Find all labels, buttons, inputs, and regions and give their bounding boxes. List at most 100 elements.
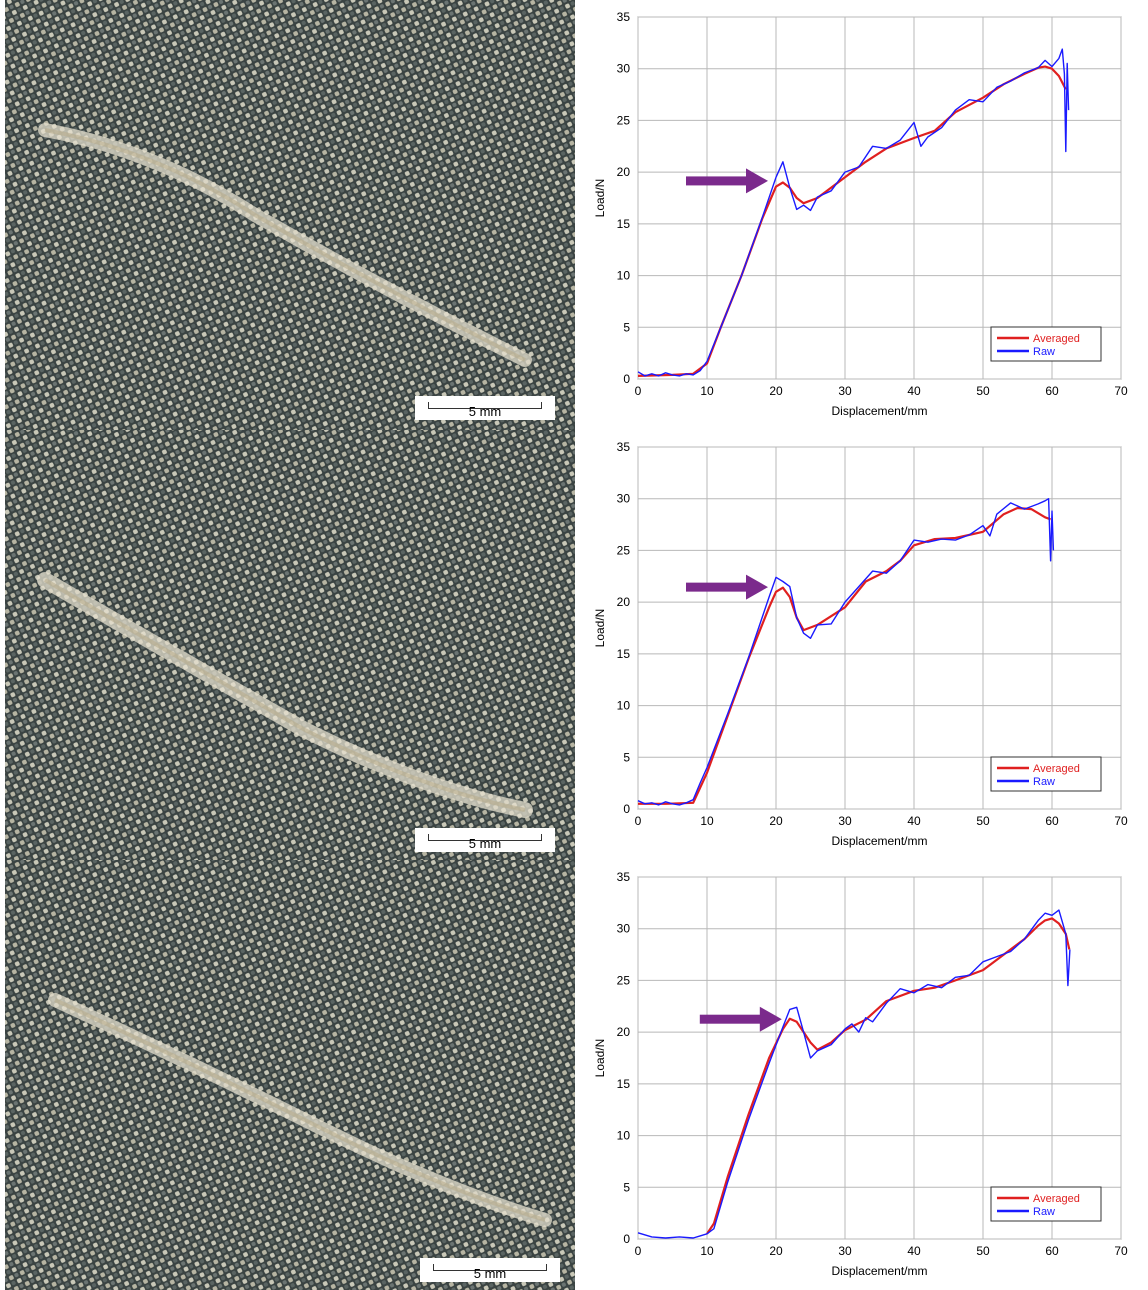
y-tick-label: 30 [617, 62, 631, 76]
legend-label-raw: Raw [1033, 346, 1055, 358]
x-tick-label: 40 [907, 384, 921, 398]
y-tick-label: 35 [617, 440, 631, 454]
x-tick-label: 50 [976, 1244, 990, 1258]
annotation-arrow [699, 1006, 782, 1032]
x-tick-label: 30 [838, 814, 852, 828]
y-tick-label: 0 [623, 802, 630, 816]
scale-bar: 5 mm [415, 828, 555, 852]
y-tick-label: 5 [623, 750, 630, 764]
y-tick-label: 20 [617, 1025, 631, 1039]
annotation-arrow [686, 168, 768, 194]
arrow-head [759, 1006, 782, 1032]
x-tick-label: 70 [1114, 1244, 1128, 1258]
x-tick-label: 60 [1045, 384, 1059, 398]
fabric-photo-3: 5 mm [5, 860, 575, 1290]
x-tick-label: 60 [1045, 814, 1059, 828]
x-tick-label: 50 [976, 384, 990, 398]
series-line-raw [637, 909, 1071, 1239]
x-axis-label: Displacement/mm [831, 1264, 927, 1278]
fabric-photo-1: 5 mm [5, 0, 575, 430]
y-tick-label: 0 [623, 1232, 630, 1246]
x-tick-label: 10 [700, 384, 714, 398]
woven-fabric-image [5, 430, 575, 860]
legend-label-raw: Raw [1033, 776, 1055, 788]
y-tick-label: 0 [623, 372, 630, 386]
x-axis-label: Displacement/mm [831, 404, 927, 418]
load-displacement-chart-1: 0 10 20 30 40 50 60 70 0 5 10 15 20 25 30 35 Displacemen… [593, 10, 1128, 418]
scale-bar-label: 5 mm [468, 404, 502, 419]
figure-row-1: 5 mm 0 10 20 30 40 50 60 70 0 5 10 15 20 25 30 35 Displa… [0, 0, 1148, 430]
arrow-head [746, 168, 768, 194]
scale-bar-label: 5 mm [473, 1266, 507, 1281]
y-tick-label: 15 [617, 1077, 631, 1091]
chart-1: 0 10 20 30 40 50 60 70 0 5 10 15 20 25 30 35 Displacemen… [590, 5, 1148, 430]
y-tick-label: 20 [617, 595, 631, 609]
x-tick-label: 30 [838, 384, 852, 398]
y-tick-label: 35 [617, 870, 631, 884]
x-tick-label: 0 [635, 814, 642, 828]
fabric-photo-2: 5 mm [5, 430, 575, 860]
chart-3: 0 10 20 30 40 50 60 70 0 5 10 15 20 25 30 35 Displacemen… [590, 865, 1148, 1290]
y-tick-label: 25 [617, 543, 631, 557]
y-tick-label: 30 [617, 492, 631, 506]
y-axis-label: Load/N [593, 179, 607, 218]
x-tick-label: 40 [907, 1244, 921, 1258]
series-line-raw [637, 498, 1055, 806]
x-tick-label: 0 [635, 1244, 642, 1258]
y-tick-label: 35 [617, 10, 631, 24]
y-axis-label: Load/N [593, 609, 607, 648]
x-tick-label: 20 [769, 1244, 783, 1258]
y-tick-label: 5 [623, 1180, 630, 1194]
x-tick-label: 10 [700, 1244, 714, 1258]
x-tick-label: 10 [700, 814, 714, 828]
legend-label-raw: Raw [1033, 1206, 1055, 1218]
y-tick-label: 25 [617, 973, 631, 987]
x-tick-label: 50 [976, 814, 990, 828]
plot-area [637, 16, 1122, 380]
y-tick-label: 10 [617, 1129, 631, 1143]
y-tick-label: 15 [617, 217, 631, 231]
y-tick-label: 15 [617, 647, 631, 661]
x-tick-label: 20 [769, 814, 783, 828]
legend-box [990, 1186, 1102, 1222]
arrow-shaft [686, 176, 748, 186]
x-tick-label: 60 [1045, 1244, 1059, 1258]
arrow-shaft [686, 582, 748, 592]
scale-bar: 5 mm [420, 1258, 560, 1282]
woven-fabric-image [5, 0, 575, 430]
y-tick-label: 30 [617, 922, 631, 936]
x-tick-label: 20 [769, 384, 783, 398]
load-displacement-chart-2: 0 10 20 30 40 50 60 70 0 5 10 15 20 25 30 35 Displacemen… [593, 440, 1128, 848]
series-line-averaged [706, 917, 1071, 1235]
y-tick-label: 10 [617, 699, 631, 713]
x-tick-label: 70 [1114, 384, 1128, 398]
scale-bar: 5 mm [415, 396, 555, 420]
y-tick-label: 25 [617, 113, 631, 127]
series-line-raw [637, 48, 1070, 377]
legend-box [990, 756, 1102, 792]
legend-label-averaged: Averaged [1033, 333, 1080, 345]
plot-area [637, 446, 1122, 810]
figure-row-2: 5 mm 0 10 20 30 40 50 60 70 0 5 10 15 20 25 30 35 Displa… [0, 430, 1148, 860]
x-tick-label: 40 [907, 814, 921, 828]
y-tick-label: 20 [617, 165, 631, 179]
y-tick-label: 5 [623, 320, 630, 334]
load-displacement-chart-3: 0 10 20 30 40 50 60 70 0 5 10 15 20 25 30 35 Displacemen… [593, 870, 1128, 1278]
x-tick-label: 70 [1114, 814, 1128, 828]
arrow-shaft [699, 1014, 762, 1024]
scale-bar-label: 5 mm [468, 836, 502, 851]
legend-label-averaged: Averaged [1033, 763, 1080, 775]
chart-2: 0 10 20 30 40 50 60 70 0 5 10 15 20 25 30 35 Displacemen… [590, 435, 1148, 860]
legend-box [990, 326, 1102, 362]
figure-row-3: 5 mm 0 10 20 30 40 50 60 70 0 5 10 15 20 25 30 35 Displa… [0, 860, 1148, 1290]
x-tick-label: 30 [838, 1244, 852, 1258]
plot-area [637, 876, 1122, 1240]
woven-fabric-image [5, 860, 575, 1290]
arrow-head [746, 574, 768, 600]
x-axis-label: Displacement/mm [831, 834, 927, 848]
annotation-arrow [686, 574, 768, 600]
legend-label-averaged: Averaged [1033, 1193, 1080, 1205]
